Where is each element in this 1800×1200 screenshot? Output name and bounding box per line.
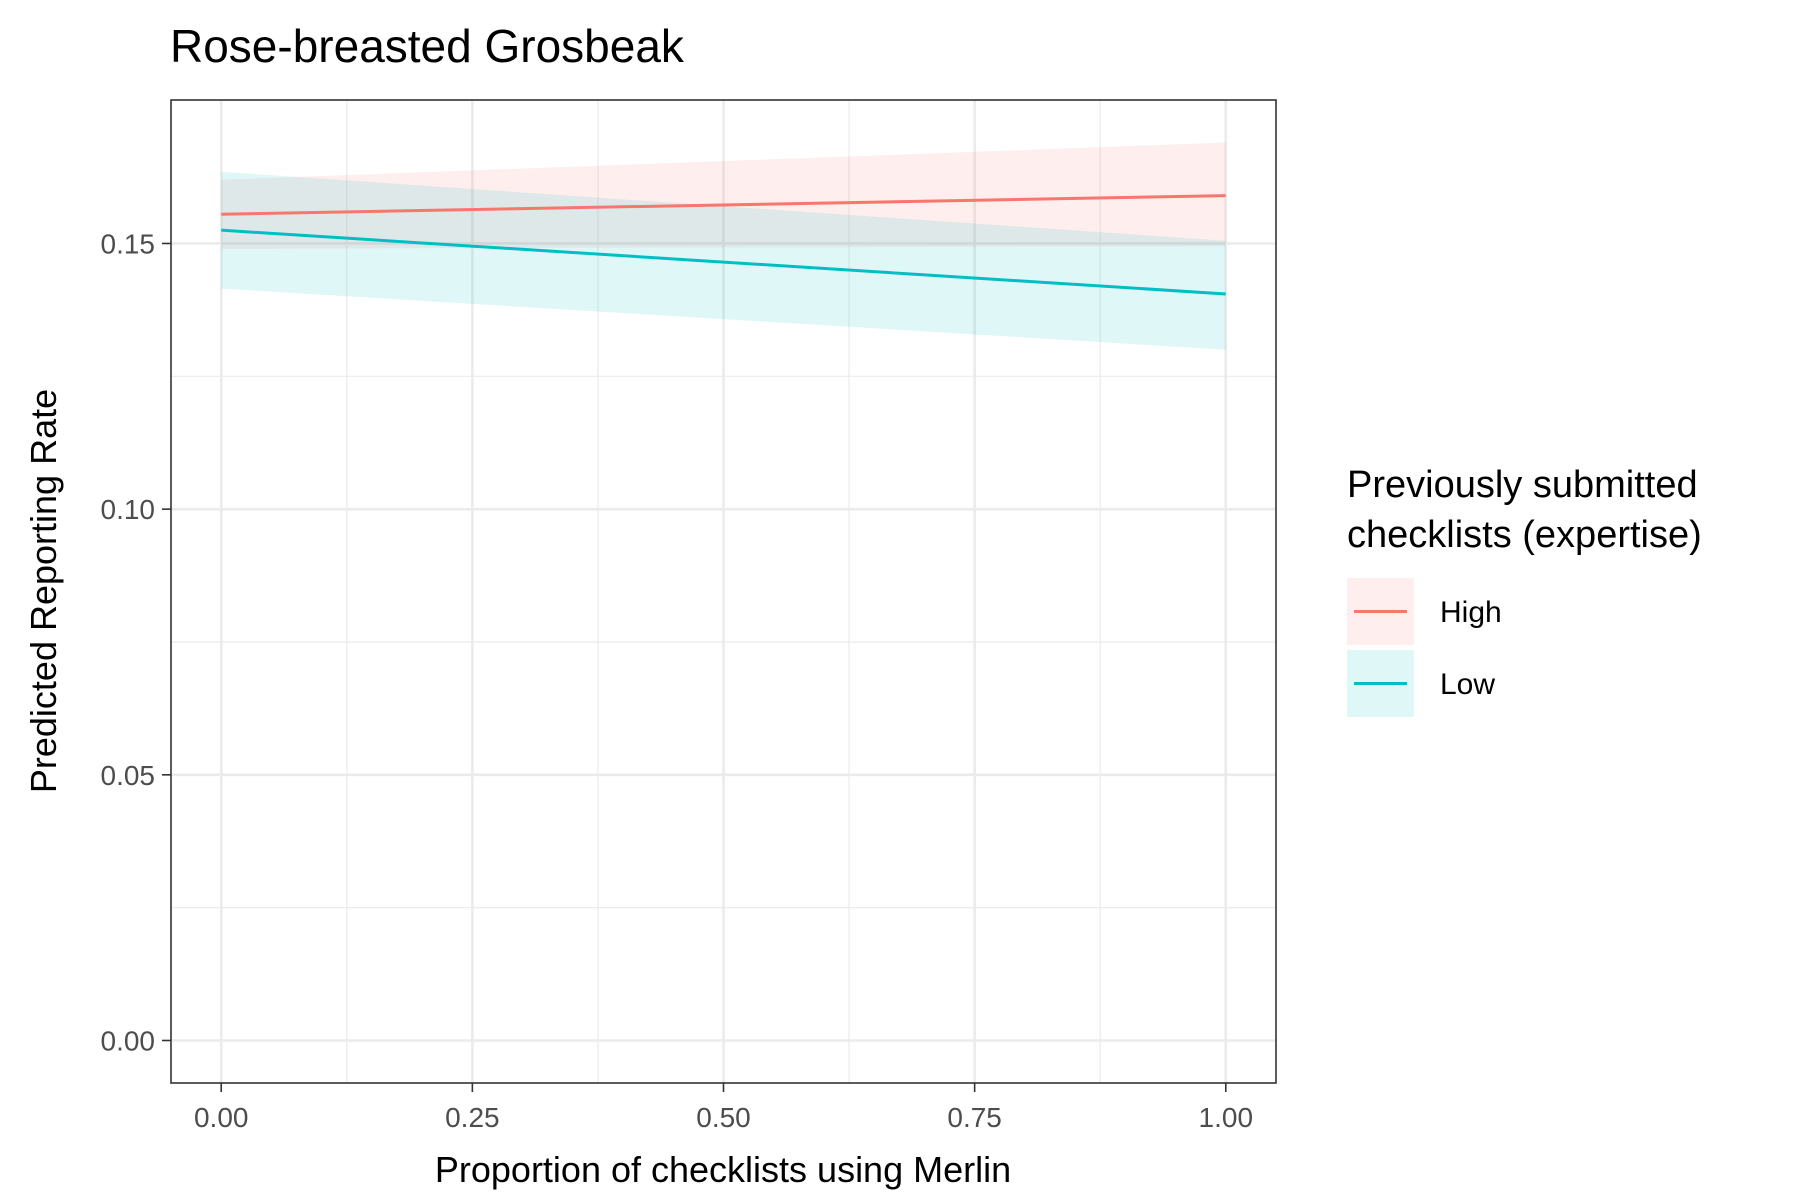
- legend-title-line-2: checklists (expertise): [1347, 514, 1702, 556]
- legend-keys: High Low: [1347, 578, 1502, 717]
- ribbon-high: [221, 142, 1226, 249]
- series-lines: [221, 194, 1226, 296]
- x-tick-label: 0.75: [947, 1102, 1002, 1133]
- y-tick-label: 0.10: [101, 494, 156, 525]
- legend: Previously submitted checklists (experti…: [1347, 464, 1702, 717]
- x-tick-label: 1.00: [1199, 1102, 1254, 1133]
- x-tick-label: 0.25: [445, 1102, 500, 1133]
- y-axis-ticks: 0.00 0.05 0.10 0.15: [101, 228, 171, 1056]
- line-low: [221, 228, 1226, 296]
- y-tick-label: 0.15: [101, 228, 156, 259]
- plot-panel: [170, 99, 1277, 1084]
- x-tick-label: 0.50: [696, 1102, 751, 1133]
- x-tick-label: 0.00: [194, 1102, 249, 1133]
- legend-label-high: High: [1440, 596, 1502, 629]
- y-tick-label: 0.05: [101, 760, 156, 791]
- chart-title: Rose-breasted Grosbeak: [170, 20, 685, 72]
- line-high: [221, 194, 1226, 216]
- y-axis-title: Predicted Reporting Rate: [23, 389, 64, 793]
- x-axis-title: Proportion of checklists using Merlin: [435, 1149, 1011, 1190]
- legend-title-line-1: Previously submitted: [1347, 464, 1698, 506]
- y-tick-label: 0.00: [101, 1025, 156, 1056]
- grid-major: [171, 100, 1276, 1083]
- legend-label-low: Low: [1440, 668, 1495, 701]
- x-axis-ticks: 0.00 0.25 0.50 0.75 1.00: [194, 1083, 1253, 1133]
